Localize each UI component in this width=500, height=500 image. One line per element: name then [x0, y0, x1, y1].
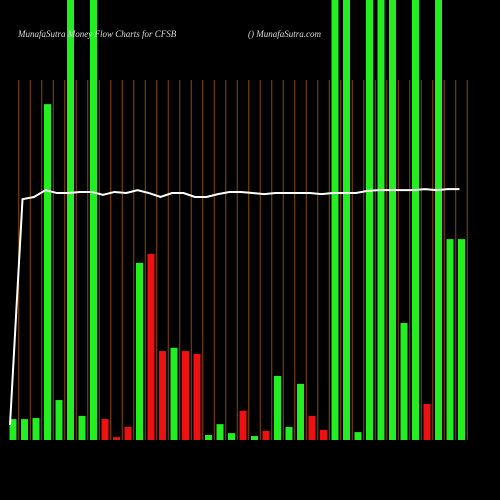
- bar: [182, 351, 189, 440]
- bar: [32, 418, 40, 440]
- bar: [297, 383, 304, 440]
- bar: [170, 347, 178, 440]
- bars: [9, 0, 465, 441]
- bar: [377, 0, 385, 440]
- bar: [90, 0, 97, 440]
- money-flow-line: [9, 188, 460, 425]
- bar: [274, 375, 281, 440]
- bar: [216, 424, 224, 440]
- bar: [251, 436, 258, 440]
- bar: [193, 353, 201, 440]
- bar: [159, 351, 166, 440]
- bar: [228, 433, 235, 440]
- chart-title: MunafaSutra Money Flow Charts for CFSB: [17, 29, 177, 39]
- bar: [44, 104, 51, 441]
- bar: [9, 419, 17, 440]
- bar: [285, 427, 293, 440]
- chart-subtitle: () MunafaSutra.com: [248, 29, 321, 39]
- bar: [423, 404, 431, 440]
- bar: [320, 429, 327, 440]
- bar: [354, 432, 362, 440]
- bar: [366, 0, 373, 440]
- bar: [446, 239, 454, 440]
- bar: [412, 0, 419, 440]
- bar: [435, 0, 442, 440]
- bar: [21, 419, 28, 440]
- bar: [205, 434, 212, 440]
- bar: [458, 239, 465, 440]
- bar: [331, 0, 339, 440]
- bar: [55, 400, 63, 440]
- bar: [308, 415, 316, 440]
- bar: [343, 0, 350, 440]
- bar: [113, 437, 120, 440]
- bar: [147, 253, 155, 440]
- bar: [124, 427, 132, 440]
- bar: [262, 431, 270, 440]
- bar: [136, 262, 143, 440]
- bar: [400, 323, 408, 440]
- bar: [389, 0, 396, 440]
- grid: [18, 80, 468, 440]
- bar: [78, 415, 86, 440]
- bar: [101, 419, 109, 440]
- bar: [67, 0, 74, 440]
- bar: [239, 410, 247, 440]
